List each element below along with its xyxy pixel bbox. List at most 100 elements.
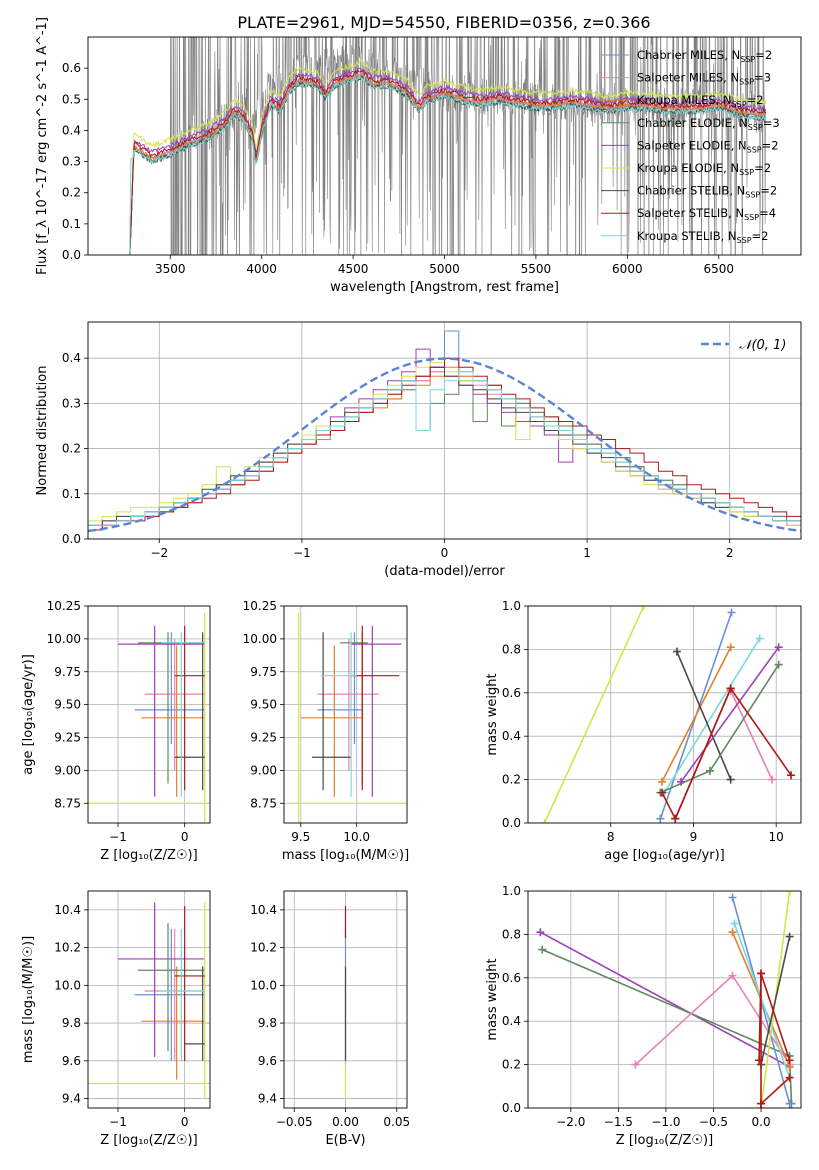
panel-weight_vs_age: 8 9 10 0.0 0.2 0.4 0.6 0.8 1.0 age [log₁₀(age/yr)… bbox=[485, 599, 802, 863]
weight-marker bbox=[540, 819, 549, 823]
y-tick-label: 0.4 bbox=[62, 123, 81, 137]
y-tick-label: 9.75 bbox=[250, 665, 277, 679]
y-tick-label: 10.00 bbox=[47, 632, 81, 646]
legend-label: Chabrier MILES, NSSP=2 bbox=[637, 48, 772, 64]
x-tick-label: 0 bbox=[181, 1115, 189, 1129]
y-tick-label: 9.6 bbox=[62, 1054, 81, 1068]
weight-marker bbox=[730, 919, 739, 928]
weight-marker bbox=[677, 777, 686, 786]
weight-marker bbox=[755, 1056, 764, 1065]
weight-marker bbox=[658, 777, 667, 786]
weight-marker bbox=[536, 928, 545, 937]
legend-label: 𝒩(0, 1) bbox=[739, 338, 786, 353]
plot-area bbox=[528, 891, 801, 1108]
y-tick-label: 0.8 bbox=[502, 642, 521, 656]
y-tick-label: 9.50 bbox=[250, 698, 277, 712]
plot-area bbox=[88, 322, 801, 539]
y-tick-label: 9.25 bbox=[250, 731, 277, 745]
weight-line bbox=[661, 646, 732, 783]
panel-weight_vs_Z: −2.0 −1.5 −1.0 −0.5 0.0 0.0 0.2 0.4 0.6 0.8 1.0 Z [… bbox=[485, 884, 802, 1148]
weight-marker bbox=[728, 893, 737, 902]
axes-frame bbox=[283, 605, 408, 824]
plot-area bbox=[284, 891, 407, 1108]
y-tick-label: 0.0 bbox=[502, 816, 521, 830]
weight-marker bbox=[787, 771, 796, 780]
panel-age_vs_mass: 9.5 10.0 8.75 9.00 9.25 9.50 9.75 10.00 10.25 mas… bbox=[243, 599, 410, 863]
weight-line bbox=[676, 651, 732, 780]
x-tick-label: 2 bbox=[726, 546, 734, 560]
x-tick-label: 0 bbox=[181, 830, 189, 844]
y-tick-label: 10.0 bbox=[54, 978, 81, 992]
y-tick-label: 9.8 bbox=[62, 1016, 81, 1030]
plot-area bbox=[115, 37, 767, 255]
weight-marker bbox=[728, 971, 737, 980]
y-tick-label: 9.6 bbox=[258, 1054, 277, 1068]
legend-label: Kroupa STELIB, NSSP=2 bbox=[637, 229, 768, 245]
panel-mass_vs_ebv: −0.05 0.00 0.05 9.4 9.6 9.8 10.0 10.2 10.4 E(B-V) bbox=[250, 890, 410, 1148]
model-line bbox=[115, 69, 767, 255]
weight-line bbox=[729, 690, 773, 780]
weight-marker bbox=[727, 608, 736, 617]
panel-mass_vs_Z: −1 0 9.4 9.6 9.8 10.0 10.2 10.4 Z [log₁₀(Z/Z☉)] m… bbox=[21, 890, 211, 1148]
axes-frame bbox=[87, 890, 211, 1109]
y-axis-label: Flux [f_λ 10^-17 erg cm^-2 s^-1 A^-1] bbox=[35, 17, 50, 275]
x-tick-label: 0.0 bbox=[752, 1115, 771, 1129]
weight-line bbox=[758, 973, 762, 1061]
model-line bbox=[115, 59, 767, 255]
legend-label: Salpeter MILES, NSSP=3 bbox=[637, 71, 771, 87]
y-axis-label: mass weight bbox=[485, 673, 500, 755]
axes-frame bbox=[527, 890, 802, 1109]
y-tick-label: 0.4 bbox=[502, 729, 521, 743]
x-tick-label: −1 bbox=[109, 830, 127, 844]
panels: 3500 4000 4500 5000 5500 6000 6500 0.0 0.1 0.2 0.3… bbox=[21, 17, 802, 1148]
x-tick-label: 8 bbox=[607, 830, 615, 844]
x-tick-label: −1 bbox=[293, 546, 311, 560]
weight-line bbox=[760, 1077, 791, 1105]
y-tick-label: 8.75 bbox=[250, 796, 277, 810]
x-tick-label: −2.0 bbox=[556, 1115, 585, 1129]
y-tick-label: 0.4 bbox=[62, 351, 81, 365]
y-tick-label: 9.4 bbox=[258, 1092, 277, 1106]
weight-marker bbox=[706, 766, 714, 775]
axes-frame bbox=[283, 890, 408, 1109]
plot-area bbox=[88, 891, 210, 1108]
histogram-step bbox=[88, 371, 801, 526]
weight-marker bbox=[757, 1099, 766, 1108]
legend-label: Chabrier ELODIE, NSSP=3 bbox=[637, 116, 780, 132]
weight-marker bbox=[726, 775, 735, 784]
y-tick-label: 1.0 bbox=[502, 884, 521, 898]
weight-marker bbox=[785, 1056, 794, 1065]
x-axis-label: Z [log₁₀(Z/Z☉)] bbox=[616, 1133, 713, 1148]
weight-line bbox=[663, 638, 761, 794]
y-tick-label: 0.1 bbox=[62, 217, 81, 231]
model-line bbox=[115, 67, 767, 255]
weight-marker bbox=[757, 969, 766, 978]
y-tick-label: 0.2 bbox=[502, 773, 521, 787]
x-axis-label: E(B-V) bbox=[325, 1133, 365, 1148]
weight-marker bbox=[785, 1073, 794, 1082]
weight-marker bbox=[639, 606, 648, 610]
y-tick-label: 10.25 bbox=[243, 599, 277, 613]
weight-line bbox=[680, 646, 780, 783]
x-tick-label: 6500 bbox=[703, 262, 734, 276]
x-tick-label: −1 bbox=[109, 1115, 127, 1129]
y-tick-label: 0.2 bbox=[502, 1058, 521, 1072]
weight-marker bbox=[755, 634, 764, 643]
weight-marker bbox=[726, 684, 735, 693]
y-tick-label: 9.50 bbox=[54, 698, 81, 712]
y-tick-label: 1.0 bbox=[502, 599, 521, 613]
model-line bbox=[115, 75, 767, 255]
weight-marker bbox=[672, 647, 681, 656]
y-tick-label: 0.5 bbox=[62, 92, 81, 106]
y-tick-label: 10.00 bbox=[243, 632, 277, 646]
gaussian-curve bbox=[88, 357, 801, 533]
figure-title: PLATE=2961, MJD=54550, FIBERID=0356, z=0… bbox=[237, 13, 650, 32]
y-tick-label: 0.0 bbox=[62, 248, 81, 262]
plot-area bbox=[284, 606, 407, 823]
panel-age_vs_Z: −1 0 8.75 9.00 9.25 9.50 9.75 10.00 10.25 Z [log₁… bbox=[21, 599, 211, 863]
x-tick-label: −1.5 bbox=[604, 1115, 633, 1129]
panel-spectrum: 3500 4000 4500 5000 5500 6000 6500 0.0 0.1 0.2 0.3… bbox=[35, 17, 802, 295]
weight-marker bbox=[728, 928, 737, 937]
legend-label: Salpeter ELODIE, NSSP=2 bbox=[637, 138, 779, 154]
